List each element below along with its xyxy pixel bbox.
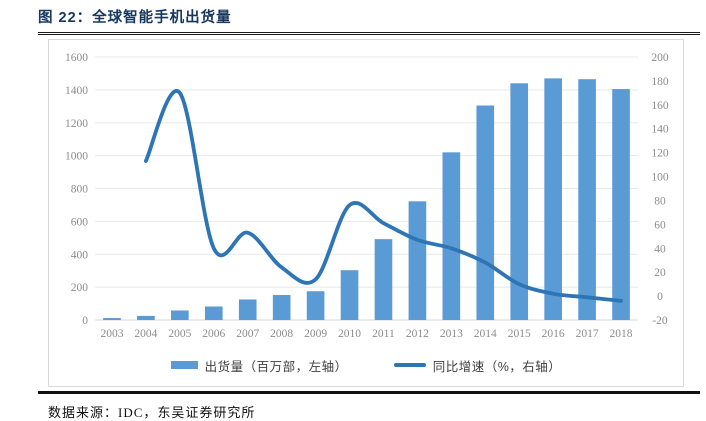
x-axis-tick: 2005 bbox=[168, 328, 191, 340]
right-axis-tick: -20 bbox=[652, 315, 668, 327]
left-axis-tick: 1600 bbox=[65, 52, 88, 64]
bar-2003 bbox=[103, 318, 121, 320]
bar-2015 bbox=[510, 83, 529, 320]
x-axis-tick: 2012 bbox=[406, 328, 429, 340]
x-axis-tick: 2004 bbox=[134, 328, 157, 340]
right-axis-tick: 0 bbox=[657, 291, 663, 303]
right-axis-tick: 200 bbox=[651, 52, 669, 64]
left-axis-tick: 1000 bbox=[65, 151, 88, 163]
bar-2006 bbox=[204, 306, 223, 320]
right-axis-tick: 80 bbox=[654, 195, 666, 207]
left-axis-tick: 1400 bbox=[65, 85, 88, 97]
x-axis-tick: 2011 bbox=[372, 328, 395, 340]
legend-label-shipments: 出货量（百万部，左轴） bbox=[204, 359, 348, 374]
right-axis-tick: 120 bbox=[651, 148, 669, 160]
x-axis-tick: 2009 bbox=[304, 328, 327, 340]
bar-2004 bbox=[137, 315, 155, 320]
x-axis-tick: 2007 bbox=[236, 328, 259, 340]
x-axis-tick: 2015 bbox=[508, 328, 531, 340]
legend-item-shipments: 出货量（百万部，左轴） bbox=[170, 356, 348, 375]
bar-series-swatch bbox=[170, 361, 198, 369]
right-axis-tick: 160 bbox=[651, 100, 669, 112]
left-axis-tick: 600 bbox=[71, 216, 89, 228]
title-rule bbox=[38, 32, 700, 35]
bar-2010 bbox=[340, 270, 359, 320]
bar-2007 bbox=[238, 299, 257, 320]
x-axis-tick: 2010 bbox=[338, 328, 361, 340]
x-axis-tick: 2006 bbox=[202, 328, 225, 340]
bar-2012 bbox=[408, 201, 427, 320]
bar-2016 bbox=[544, 78, 562, 321]
x-axis-tick: 2014 bbox=[474, 328, 497, 340]
left-axis-tick: 1200 bbox=[65, 118, 88, 130]
bar-2008 bbox=[272, 295, 291, 320]
left-axis-tick: 0 bbox=[82, 315, 88, 327]
figure-title: 图 22：全球智能手机出货量 bbox=[38, 10, 232, 26]
left-axis-tick: 800 bbox=[71, 184, 89, 196]
chart-canvas: 0 200 400 600 800 1000 1200 1400 1600 -20 0 20 40 60 8… bbox=[65, 52, 669, 340]
x-axis-tick: 2016 bbox=[542, 328, 565, 340]
x-axis-tick: 2017 bbox=[576, 328, 599, 340]
left-axis-tick: 400 bbox=[71, 249, 89, 261]
bar-2009 bbox=[306, 291, 325, 320]
chart: 0 200 400 600 800 1000 1200 1400 1600 -20 0 20 40 60 8… bbox=[48, 39, 684, 387]
bar-2014 bbox=[476, 105, 495, 320]
chart-legend: 出货量（百万部，左轴） 同比增速（%，右轴） bbox=[49, 344, 683, 386]
legend-label-growth: 同比增速（%，右轴） bbox=[432, 359, 562, 374]
right-axis-tick: 180 bbox=[651, 76, 669, 88]
x-axis-tick: 2018 bbox=[610, 328, 633, 340]
right-axis-tick: 140 bbox=[651, 124, 669, 136]
x-axis-tick: 2003 bbox=[100, 328, 123, 340]
right-axis-tick: 40 bbox=[654, 243, 666, 255]
line-series-swatch bbox=[393, 363, 426, 367]
right-axis-tick: 100 bbox=[651, 172, 669, 184]
right-axis-tick: 60 bbox=[654, 219, 666, 231]
bar-2011 bbox=[374, 239, 393, 320]
bar-2018 bbox=[612, 89, 630, 320]
growth-line bbox=[144, 89, 623, 303]
x-axis-tick: 2013 bbox=[440, 328, 463, 340]
bar-2013 bbox=[442, 152, 461, 320]
left-axis-tick: 200 bbox=[71, 282, 89, 294]
legend-item-growth: 同比增速（%，右轴） bbox=[393, 356, 562, 375]
right-axis-tick: 20 bbox=[654, 267, 666, 279]
bar-2017 bbox=[578, 79, 596, 320]
bar-2005 bbox=[171, 310, 189, 320]
x-axis-tick: 2008 bbox=[270, 328, 293, 340]
footer-rule bbox=[38, 391, 700, 394]
source-note: 数据来源：IDC，东吴证券研究所 bbox=[48, 405, 256, 420]
